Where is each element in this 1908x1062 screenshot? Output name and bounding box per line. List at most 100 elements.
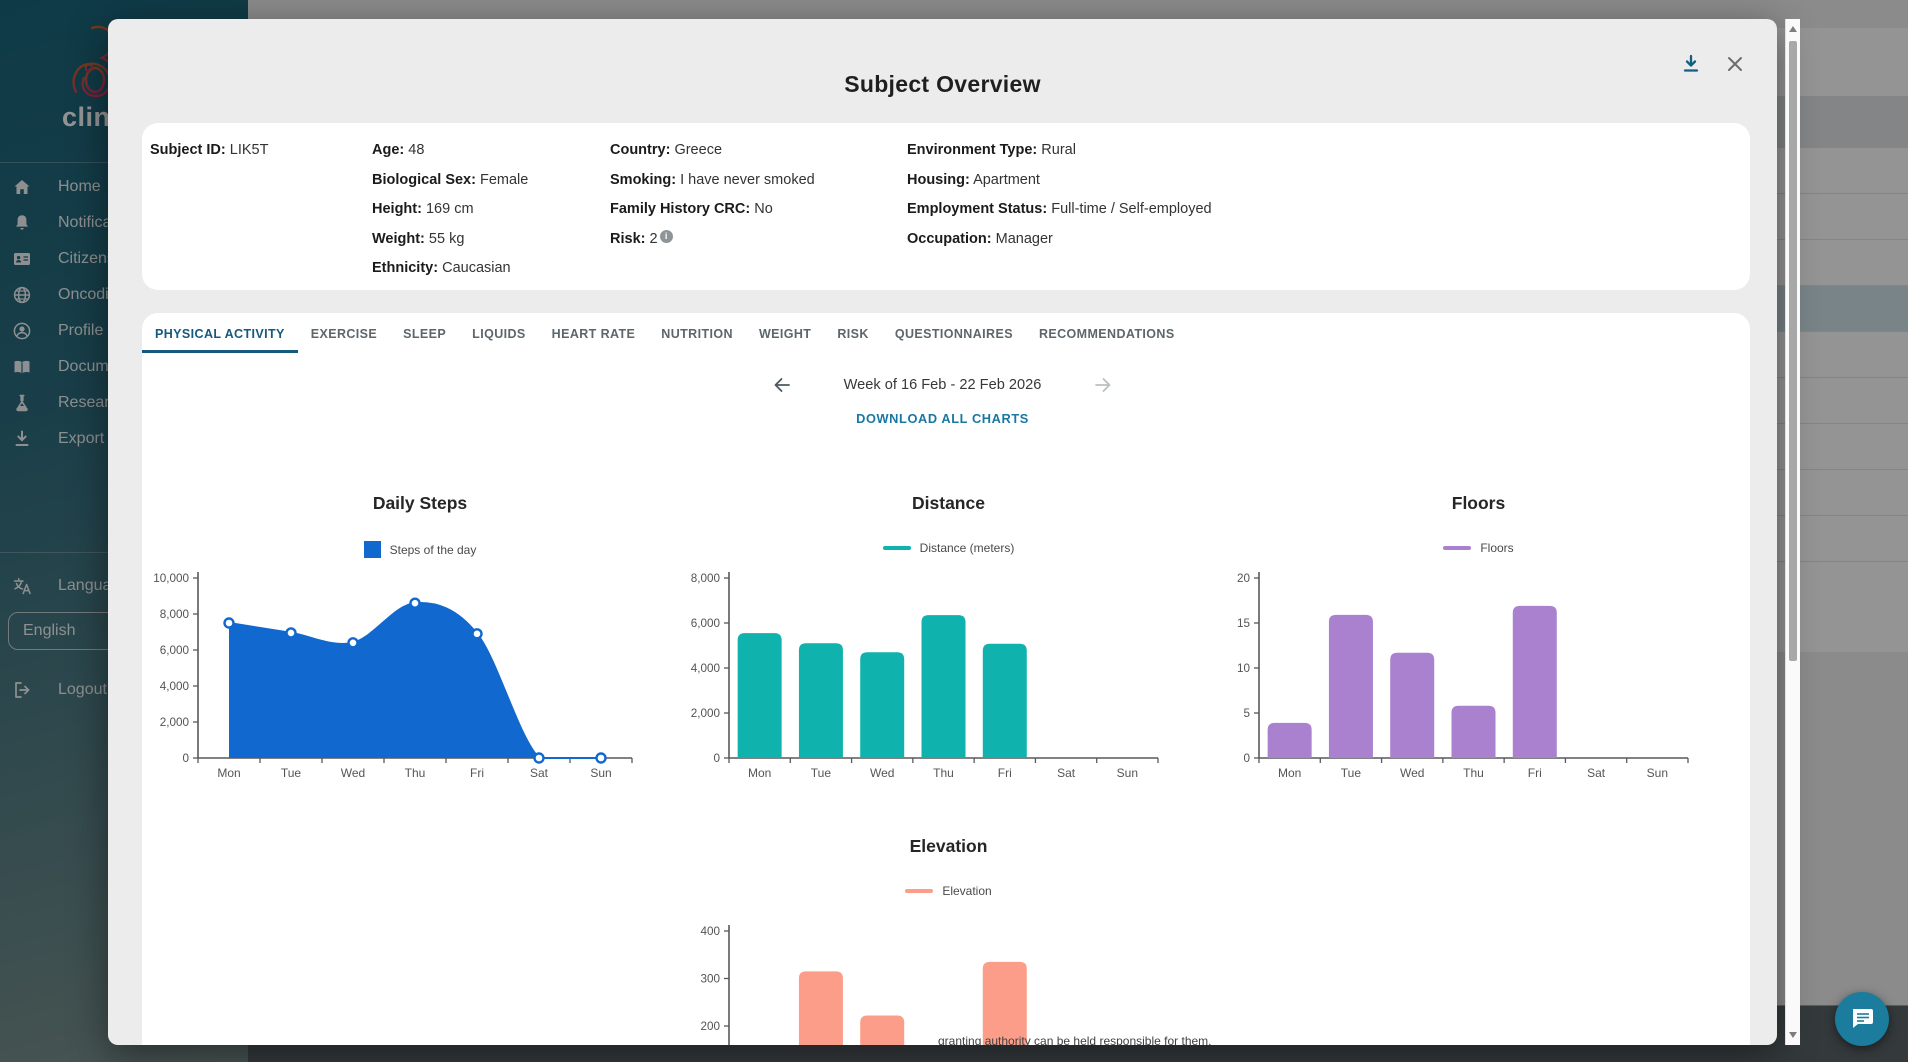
tab-nutrition[interactable]: NUTRITION [661,327,733,341]
subject-info-column: Environment Type: Rural Housing: Apartmen… [907,136,1212,254]
download-icon [1676,53,1706,75]
chart-title: Distance [912,493,985,513]
sidebar-item-logout[interactable]: Logout [0,672,248,708]
sidebar-item-home[interactable]: Home [0,169,248,205]
sidebar-item-citizens[interactable]: Citizens [0,241,248,277]
id-card-icon [12,249,32,269]
svg-text:Thu: Thu [933,766,954,780]
close-icon [1720,54,1750,74]
tab-sleep[interactable]: SLEEP [403,327,447,341]
download-report-button[interactable] [1676,49,1706,79]
svg-text:Tue: Tue [281,766,302,780]
download-icon [12,429,32,449]
subject-field-family-history-crc: Family History CRC: No [610,201,773,217]
svg-text:2,000: 2,000 [691,707,721,720]
svg-text:4,000: 4,000 [160,680,190,693]
subject-info-column: Age: 48 Biological Sex: Female Height: 169… [372,136,528,284]
svg-text:Tue: Tue [811,766,832,780]
tab-liquids[interactable]: LIQUIDS [472,327,526,341]
sidebar-item-oncodi[interactable]: Oncodi [0,277,248,313]
scroll-up-arrow-icon[interactable] [1789,26,1797,32]
subject-field-employment-status: Employment Status: Full-time / Self-empl… [907,201,1212,217]
download-all-charts-link[interactable]: DOWNLOAD ALL CHARTS [856,411,1029,426]
legend-marker [1443,546,1472,550]
tab-questionnaires[interactable]: QUESTIONNAIRES [894,327,1013,341]
sidebar-item-label: Oncodi [58,286,109,303]
svg-text:0: 0 [182,752,189,765]
globe-icon [12,285,32,305]
svg-text:Wed: Wed [341,766,365,780]
profile-icon [12,321,32,341]
svg-text:5: 5 [1243,707,1250,720]
subject-overview-modal: Subject Overview Subject ID: LIK5T Age: 4… [108,19,1777,1045]
sidebar-item-label: Citizens [58,250,115,267]
disclaimer-text: granting authority can be held responsib… [938,1034,1212,1045]
sidebar-item-label: Researc [58,394,118,411]
chart-title: Daily Steps [372,493,468,513]
svg-text:Thu: Thu [405,766,426,780]
subject-field-environment-type: Environment Type: Rural [907,142,1076,158]
svg-text:Fri: Fri [470,766,484,780]
chart-floors: Floors Floors 0 5 10 15 20 Mon Tue Wed Thu Fri Sat Su… [1199,493,1698,780]
next-week-button[interactable] [1093,375,1113,395]
legend-label: Elevation [942,884,992,898]
tab-risk[interactable]: RISK [837,327,869,341]
subject-field-housing: Housing: Apartment [907,171,1040,188]
distance-plot: 0 2,000 4,000 6,000 8,000 Mon Tue Wed Thu Fri Sat S… [691,572,1159,780]
subject-info-column: Subject ID: LIK5T [150,136,268,166]
subject-field-country: Country: Greece [610,142,723,158]
previous-week-button[interactable] [772,375,792,395]
sidebar-item-label: Export [58,430,105,447]
svg-text:0: 0 [713,752,720,765]
svg-text:20: 20 [1237,572,1251,585]
svg-text:15: 15 [1237,617,1251,630]
subject-field-occupation: Occupation: Manager [907,230,1053,247]
scroll-down-arrow-icon[interactable] [1789,1032,1797,1038]
sidebar-item-profile[interactable]: Profile [0,313,248,349]
svg-text:Fri: Fri [998,766,1012,780]
legend-label: Steps of the day [389,542,477,557]
tab-exercise[interactable]: EXERCISE [310,327,378,341]
sidebar-item-label: Notifica [58,214,112,231]
home-icon [12,177,32,197]
subject-info-card: Subject ID: LIK5T Age: 48 Biological Sex: … [142,123,1750,290]
sidebar-item-notifica[interactable]: Notifica [0,205,248,241]
subject-field-height: Height: 169 cm [372,201,474,217]
svg-text:6,000: 6,000 [160,644,190,657]
tab-heart-rate[interactable]: HEART RATE [551,327,636,341]
legend-marker [363,541,381,558]
tab-weight[interactable]: WEIGHT [758,327,812,341]
arrow-left-icon [772,378,792,398]
svg-text:Wed: Wed [870,766,894,780]
legend-label: Floors [1480,541,1514,555]
subject-info-column: Country: Greece Smoking: I have never smo… [610,136,815,254]
subject-field-smoking: Smoking: I have never smoked [610,171,815,188]
modal-scrollbar[interactable] [1785,19,1800,1045]
sidebar-item-researc[interactable]: Researc [0,385,248,421]
subject-field-weight: Weight: 55 kg [372,230,465,247]
info-icon[interactable]: i [659,229,673,243]
tab-recommendations[interactable]: RECOMMENDATIONS [1038,327,1175,341]
svg-text:10: 10 [1237,662,1251,675]
sidebar-item-docume[interactable]: Docume [0,349,248,385]
sidebar-item-language[interactable]: Langua [0,568,248,604]
svg-text:Sun: Sun [1117,766,1138,780]
chart-title: Elevation [909,836,988,856]
chart-elevation: ElevationElevation0100200300400MonTueWed… [669,836,1168,1045]
tabbar: PHYSICAL ACTIVITY EXERCISE SLEEP LIQUIDS HEA… [142,313,1750,353]
language-select-value: English [23,622,76,639]
chat-icon [1849,1005,1875,1034]
chart-legend: Elevation [729,884,1168,898]
chat-fab-button[interactable] [1835,992,1889,1046]
tab-physical-activity[interactable]: PHYSICAL ACTIVITY [142,317,298,353]
translate-icon [12,576,32,596]
sidebar-item-export[interactable]: Export [0,421,248,457]
daily-steps-plot: 0 2,000 4,000 6,000 8,000 10,000 Mon Tue Wed Thu F… [153,572,633,780]
scrollbar-thumb[interactable] [1789,41,1797,661]
floors-plot: 0 5 10 15 20 Mon Tue Wed Thu Fri Sat Sun [1237,572,1689,780]
chart-legend: Steps of the day [198,541,642,558]
svg-text:0: 0 [1243,752,1250,765]
subject-field-subject-id: Subject ID: LIK5T [150,142,269,158]
close-modal-button[interactable] [1720,49,1750,79]
